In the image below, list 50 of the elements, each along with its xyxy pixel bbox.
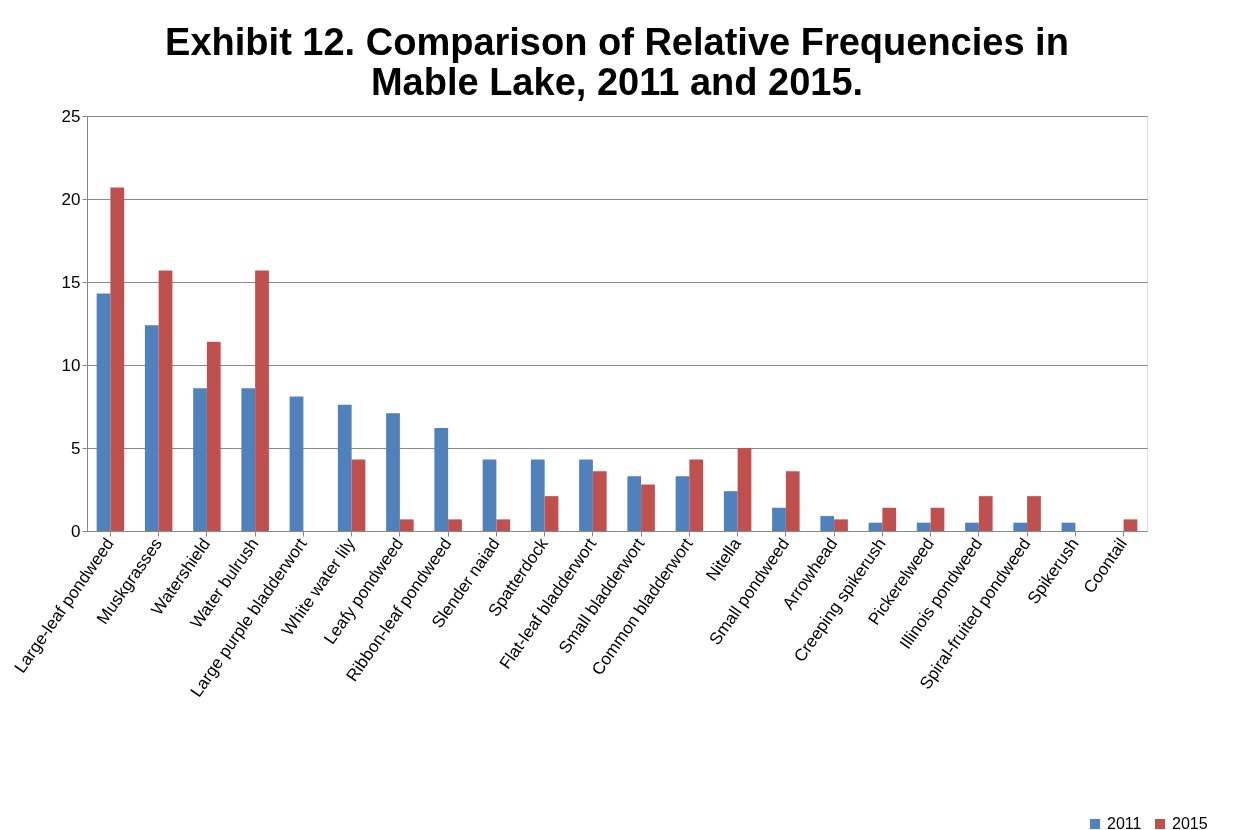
bar <box>496 519 511 531</box>
bar <box>544 496 559 531</box>
bar <box>110 187 125 531</box>
bar <box>1123 519 1138 531</box>
bar <box>868 522 883 531</box>
bar <box>627 476 642 531</box>
bar <box>351 459 366 531</box>
y-tick-label: 15 <box>61 272 81 292</box>
bar <box>592 471 607 531</box>
bar <box>675 476 690 531</box>
bar <box>1013 522 1028 531</box>
bar <box>834 519 848 531</box>
bar <box>785 471 800 531</box>
y-tick-label: 20 <box>61 189 81 209</box>
bar <box>448 519 462 531</box>
bar <box>978 496 993 531</box>
bar <box>737 448 752 531</box>
bar <box>193 388 207 531</box>
bar <box>772 507 786 531</box>
bar <box>241 388 256 531</box>
legend-label: 2011 <box>1107 815 1142 830</box>
bar <box>482 459 497 531</box>
bar <box>530 459 545 531</box>
bar <box>434 428 449 531</box>
bar <box>579 459 593 531</box>
bar <box>916 522 931 531</box>
bar <box>930 507 945 531</box>
bar <box>641 484 655 531</box>
bar <box>158 270 173 531</box>
bar <box>965 522 979 531</box>
bar <box>820 516 835 531</box>
bar <box>689 459 704 531</box>
bar <box>96 293 111 531</box>
bar <box>206 341 221 531</box>
bar <box>723 491 738 531</box>
legend-label: 2015 <box>1172 815 1208 830</box>
y-tick-label: 0 <box>71 521 81 541</box>
bar <box>386 413 400 531</box>
text: Exhibit 12. Comparison of Relative Frequencies in <box>165 21 1069 63</box>
bar <box>882 507 897 531</box>
y-tick-label: 5 <box>71 438 81 458</box>
bar <box>289 396 304 531</box>
bar <box>1027 496 1041 531</box>
bar <box>399 519 414 531</box>
bar <box>144 325 159 531</box>
y-tick-label: 25 <box>61 106 81 126</box>
bar <box>1061 522 1076 531</box>
bar <box>337 404 352 531</box>
bar <box>255 270 269 531</box>
y-tick-label: 10 <box>61 355 81 375</box>
